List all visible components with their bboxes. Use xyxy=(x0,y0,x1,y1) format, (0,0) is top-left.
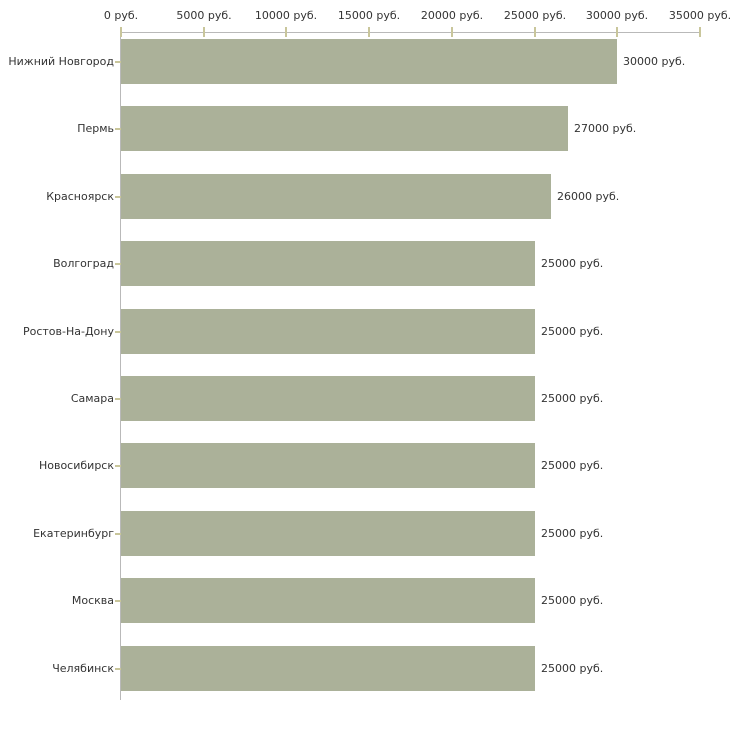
value-label: 25000 руб. xyxy=(541,594,604,607)
value-label: 25000 руб. xyxy=(541,257,604,270)
category-label: Волгоград xyxy=(53,257,114,270)
value-label: 25000 руб. xyxy=(541,392,604,405)
x-axis-tick-label: 30000 руб. xyxy=(585,9,649,22)
y-axis-line xyxy=(120,32,121,700)
x-axis-tick xyxy=(699,27,701,37)
category-tick xyxy=(115,61,121,63)
bar xyxy=(121,376,535,421)
category-label: Красноярск xyxy=(46,190,114,203)
bar xyxy=(121,443,535,488)
value-label: 30000 руб. xyxy=(623,55,686,68)
category-tick xyxy=(115,533,121,535)
category-tick xyxy=(115,128,121,130)
category-label: Ростов-На-Дону xyxy=(22,325,114,338)
category-label: Новосибирск xyxy=(38,459,114,472)
bar xyxy=(121,106,568,151)
value-label: 27000 руб. xyxy=(574,122,637,135)
x-axis-tick-label: 5000 руб. xyxy=(176,9,232,22)
x-axis-tick xyxy=(616,27,618,37)
x-axis-tick xyxy=(368,27,370,37)
category-tick xyxy=(115,465,121,467)
bar xyxy=(121,646,535,691)
x-axis-tick-label: 15000 руб. xyxy=(337,9,401,22)
x-axis-tick xyxy=(285,27,287,37)
category-label: Самара xyxy=(70,392,114,405)
x-axis-tick-label: 20000 руб. xyxy=(420,9,484,22)
x-axis-tick xyxy=(203,27,205,37)
value-label: 25000 руб. xyxy=(541,325,604,338)
x-axis-tick-label: 10000 руб. xyxy=(254,9,318,22)
category-label: Нижний Новгород xyxy=(8,55,114,68)
value-label: 25000 руб. xyxy=(541,527,604,540)
category-label: Пермь xyxy=(77,122,114,135)
value-label: 25000 руб. xyxy=(541,459,604,472)
x-axis-tick xyxy=(534,27,536,37)
x-axis-tick-label: 0 руб. xyxy=(103,9,139,22)
bar xyxy=(121,578,535,623)
value-label: 26000 руб. xyxy=(557,190,620,203)
x-axis-tick-label: 25000 руб. xyxy=(503,9,567,22)
category-tick xyxy=(115,263,121,265)
bar xyxy=(121,241,535,286)
category-label: Екатеринбург xyxy=(33,527,114,540)
x-axis-tick-label: 35000 руб. xyxy=(668,9,730,22)
category-tick xyxy=(115,668,121,670)
x-axis-line xyxy=(121,32,700,33)
bar xyxy=(121,511,535,556)
category-label: Москва xyxy=(71,594,114,607)
category-label: Челябинск xyxy=(52,662,114,675)
category-tick xyxy=(115,331,121,333)
category-tick xyxy=(115,196,121,198)
category-tick xyxy=(115,600,121,602)
bar xyxy=(121,174,551,219)
bar xyxy=(121,39,617,84)
bar xyxy=(121,309,535,354)
category-tick xyxy=(115,398,121,400)
x-axis-tick xyxy=(451,27,453,37)
x-axis-tick xyxy=(120,27,122,37)
value-label: 25000 руб. xyxy=(541,662,604,675)
